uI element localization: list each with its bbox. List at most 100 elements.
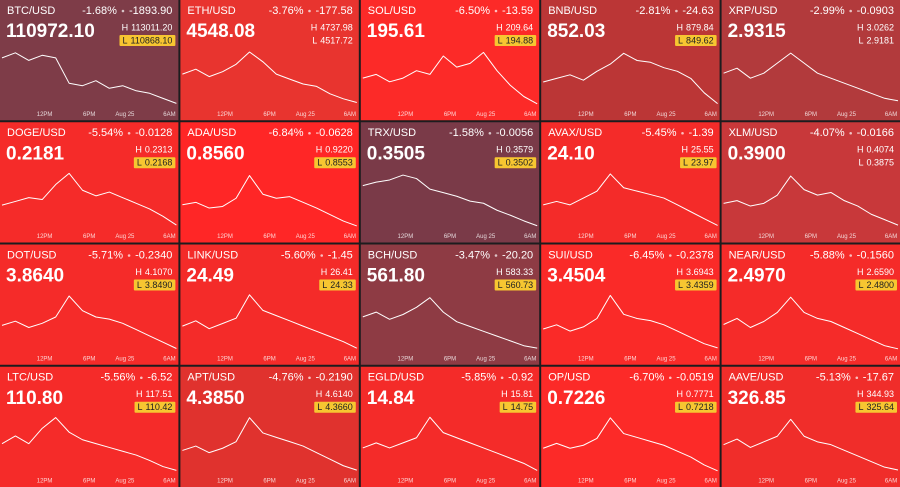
x-label: 6AM	[524, 479, 536, 485]
low-highlight	[319, 279, 356, 291]
change-abs: -0.2378	[676, 249, 713, 261]
separator-dot	[308, 9, 311, 13]
change-abs: -24.63	[682, 5, 713, 17]
tile-background	[180, 122, 359, 243]
change-abs: -1893.90	[129, 5, 172, 17]
x-label: 12PM	[217, 112, 233, 118]
low-mark: L	[678, 402, 683, 412]
low-group: 4517.72L	[312, 35, 353, 45]
x-label: 12PM	[758, 479, 774, 485]
separator-dot	[308, 376, 311, 380]
change-percent: -6.70%	[629, 372, 664, 384]
x-label: 12PM	[37, 112, 53, 118]
ticker-tile[interactable]: ADA/USD -0.0628-6.84%0.8560 0.9220H0.8553L…	[180, 122, 359, 243]
low-mark: L	[858, 158, 863, 168]
x-label: 12PM	[398, 112, 414, 118]
x-label: Aug 25	[296, 234, 316, 240]
high-mark: H	[857, 22, 864, 32]
ticker-tile[interactable]: SOL/USD -13.59-6.50%195.61 209.64H194.88L1…	[360, 0, 540, 121]
low-mark: L	[498, 35, 503, 45]
sparkline	[723, 418, 899, 471]
x-label: 6PM	[444, 356, 456, 362]
x-label: 6AM	[344, 356, 356, 362]
high-value: 15.81	[511, 389, 534, 399]
low-mark: L	[858, 402, 863, 412]
x-label: 12PM	[217, 234, 233, 240]
separator-dot	[494, 254, 498, 257]
price: 2.4970	[728, 266, 786, 287]
tile-background	[180, 0, 359, 121]
change-abs: -0.92	[508, 372, 533, 384]
high-mark: H	[316, 145, 323, 155]
ticker-tile[interactable]: SUI/USD -0.2378-6.45%3.4504 3.6943H3.4359L…	[541, 244, 720, 365]
low-group: 110.42L	[134, 401, 176, 413]
price: 852.03	[547, 21, 605, 42]
ticker-tile[interactable]: LINK/USD -1.45-5.60%24.49 26.41H24.33L12PM…	[180, 244, 359, 365]
ticker-tile[interactable]: BNB/USD -24.63-2.81%852.03 879.84H849.62L1…	[541, 0, 720, 121]
separator-dot	[494, 9, 498, 13]
low-mark: L	[858, 35, 863, 45]
tile-background	[721, 244, 900, 365]
high-value: 25.55	[691, 145, 714, 155]
high-mark: H	[496, 267, 503, 277]
ticker-tile[interactable]: AAVE/USD -17.67-5.13%326.85 344.93H325.64L…	[721, 366, 900, 487]
price: 561.80	[367, 266, 425, 287]
change-percent: -2.99%	[810, 5, 845, 17]
ticker-tile[interactable]: NEAR/USD -0.1560-5.88%2.4970 2.6590H2.4800…	[721, 244, 900, 365]
x-label: 6PM	[263, 112, 275, 118]
ticker-tile[interactable]: XRP/USD -0.0903-2.99%2.9315 3.0262H2.9181L…	[721, 0, 900, 121]
x-label: 6AM	[344, 234, 356, 240]
sparkline	[182, 175, 357, 227]
change-percent: -5.54%	[88, 127, 123, 139]
low-value: 14.75	[511, 402, 534, 412]
price: 0.7226	[547, 388, 605, 409]
ticker-tile[interactable]: OP/USD -0.0519-6.70%0.7226 0.7771H0.7218L1…	[541, 366, 720, 487]
x-label: 12PM	[217, 356, 233, 362]
low-mark: L	[498, 158, 503, 168]
low-highlight	[494, 279, 537, 291]
low-mark: L	[683, 158, 688, 168]
x-label: Aug 25	[837, 356, 857, 362]
x-label: Aug 25	[115, 479, 135, 485]
x-label: 6AM	[344, 112, 356, 118]
x-label: Aug 25	[115, 112, 135, 118]
price: 110972.10	[6, 21, 95, 42]
high-mark: H	[135, 267, 142, 277]
low-highlight	[494, 35, 537, 46]
x-label: 12PM	[758, 356, 774, 362]
ticker-tile[interactable]: ETH/USD -177.58-3.76%4548.08 4737.98H4517.…	[180, 0, 359, 121]
ticker-tile[interactable]: TRX/USD -0.0056-1.58%0.3505 0.3579H0.3502L…	[360, 122, 540, 243]
ticker-tile[interactable]: LTC/USD -6.52-5.56%110.80 117.51H110.42L12…	[0, 366, 179, 487]
symbol: AVAX/USD	[548, 127, 602, 139]
ticker-tile[interactable]: BCH/USD -20.20-3.47%561.80 583.33H560.73L1…	[360, 244, 540, 365]
ticker-tile[interactable]: APT/USD -0.2190-4.76%4.3850 4.6140H4.3660L…	[180, 366, 359, 487]
low-highlight	[314, 157, 356, 169]
high-value: 117.51	[146, 389, 173, 399]
sparkline	[543, 417, 718, 472]
ticker-tile[interactable]: DOGE/USD -0.0128-5.54%0.2181 0.2313H0.2168…	[0, 122, 179, 243]
symbol: BTC/USD	[7, 5, 55, 17]
tile-background	[180, 366, 359, 487]
x-label: 6PM	[805, 356, 817, 362]
x-label: Aug 25	[837, 479, 857, 485]
x-label: Aug 25	[657, 356, 677, 362]
sparkline	[362, 416, 538, 471]
low-highlight	[134, 401, 176, 413]
low-value: 23.97	[691, 158, 714, 168]
ticker-tile[interactable]: EGLD/USD -0.92-5.85%14.84 15.81H14.75L12PM…	[360, 366, 540, 487]
ticker-tile[interactable]: BTC/USD -1893.90 -1.68% 110972.10 113011.20H…	[0, 0, 179, 121]
low-group: 194.88L	[494, 35, 537, 46]
low-value: 0.2168	[145, 158, 173, 168]
ticker-tile[interactable]: XLM/USD -0.0166-4.07%0.3900 0.4074H0.3875L…	[721, 122, 900, 243]
x-label: 12PM	[398, 234, 414, 240]
low-mark: L	[503, 402, 508, 412]
symbol: XLM/USD	[729, 127, 778, 139]
high-mark: H	[857, 145, 864, 155]
ticker-tile[interactable]: AVAX/USD -1.39-5.45%24.10 25.55H23.97L12PM…	[541, 122, 720, 243]
price: 3.8640	[6, 266, 64, 287]
sparkline	[543, 173, 718, 226]
ticker-tile[interactable]: DOT/USD -0.2340-5.71%3.8640 4.1070H3.8490L…	[0, 244, 179, 365]
